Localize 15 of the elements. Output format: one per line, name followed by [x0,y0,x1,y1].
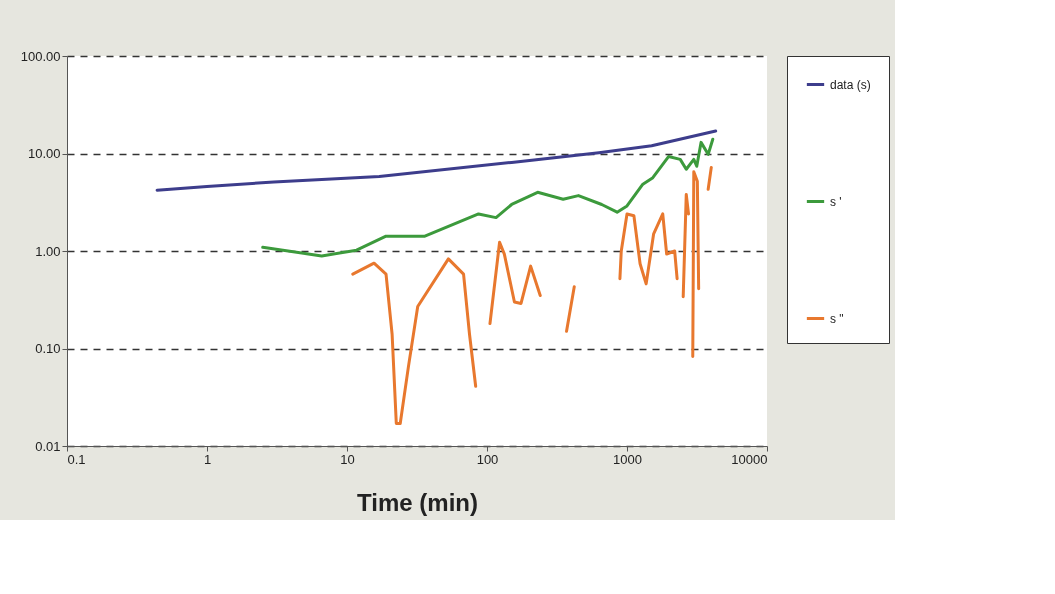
x-tick-label: 100 [476,451,499,467]
legend-label: s " [830,311,844,326]
y-tick-label: 0.01 [35,438,61,454]
y-tick-label: 0.10 [35,341,61,356]
y-tick-label: 100.00 [20,48,61,64]
x-tick-label: 1 [203,451,212,467]
legend-label: data (s) [830,77,871,92]
x-axis-title: Time (min) [357,488,478,516]
legend-label: s ' [830,194,842,209]
x-tick-label: 0.1 [67,451,86,467]
x-tick-label: 1000 [613,451,642,467]
x-tick-label: 10000 [731,451,768,467]
y-tick-label: 1.00 [35,243,61,259]
x-tick-label: 10 [340,451,355,467]
y-tick-label: 10.00 [27,146,61,161]
